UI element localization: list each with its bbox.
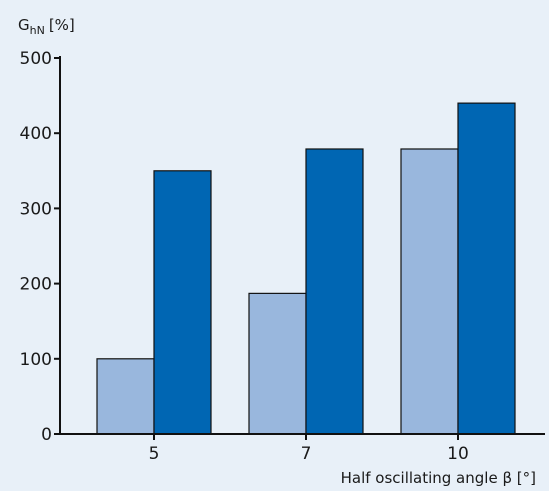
x-tick-label-5: 5 [149, 444, 160, 464]
bars [96, 102, 516, 435]
y-tick-label: 500 [20, 49, 52, 69]
bar-5-series-2 [153, 170, 212, 435]
x-tick-label-7: 7 [301, 444, 312, 464]
y-tick-label: 200 [20, 275, 52, 295]
y-tick-label: 100 [20, 350, 52, 370]
bar-7-series-2 [305, 148, 364, 435]
bar-10-series-1 [400, 148, 459, 435]
y-tick-label: 0 [41, 425, 52, 445]
bar-5-series-1 [96, 358, 155, 435]
bar-7-series-1 [248, 292, 307, 435]
y-tick-label: 400 [20, 124, 52, 144]
x-axis-title: Half oscillating angle β [°] [341, 469, 536, 487]
y-axis-title-main: G [18, 16, 30, 34]
y-tick-label: 300 [20, 199, 52, 219]
x-axis-ticks: 5 7 10 [149, 434, 469, 464]
x-tick-label-10: 10 [447, 444, 469, 464]
y-axis-ticks: 0 100 200 300 400 500 [20, 49, 60, 445]
y-axis-title-unit: [%] [49, 16, 75, 34]
y-axis-title: GhN [%] [18, 16, 75, 37]
bar-10-series-2 [457, 102, 516, 435]
y-axis-title-sub: hN [30, 24, 45, 37]
